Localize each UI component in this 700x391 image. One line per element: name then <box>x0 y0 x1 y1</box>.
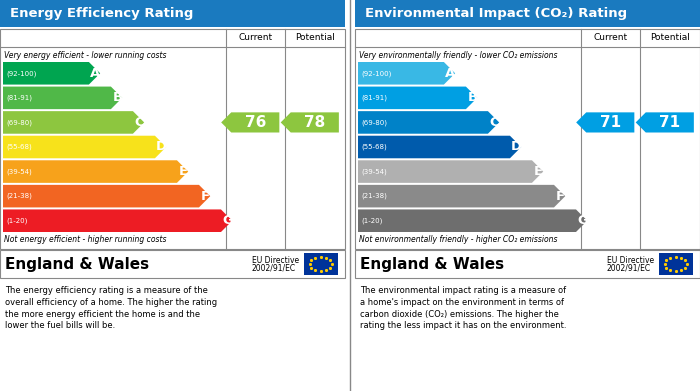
Polygon shape <box>358 62 455 84</box>
Text: Potential: Potential <box>295 34 335 43</box>
Polygon shape <box>358 210 587 232</box>
Text: (81-91): (81-91) <box>6 95 32 101</box>
Polygon shape <box>3 86 122 109</box>
Text: G: G <box>222 214 233 227</box>
Text: A: A <box>90 67 101 80</box>
Text: B: B <box>468 91 477 104</box>
Text: Energy Efficiency Rating: Energy Efficiency Rating <box>10 7 194 20</box>
Text: 2002/91/EC: 2002/91/EC <box>252 264 296 273</box>
Text: 71: 71 <box>600 115 621 130</box>
Text: The environmental impact rating is a measure of
a home's impact on the environme: The environmental impact rating is a mea… <box>360 286 566 330</box>
Text: E: E <box>179 165 188 178</box>
Polygon shape <box>3 111 144 134</box>
Text: G: G <box>578 214 588 227</box>
Text: (92-100): (92-100) <box>361 70 391 77</box>
Polygon shape <box>3 185 210 208</box>
Polygon shape <box>3 160 188 183</box>
Polygon shape <box>358 185 565 208</box>
Bar <box>304 253 338 275</box>
Text: E: E <box>534 165 543 178</box>
Text: A: A <box>445 67 456 80</box>
Text: (81-91): (81-91) <box>361 95 387 101</box>
Text: England & Wales: England & Wales <box>360 256 504 271</box>
Polygon shape <box>3 210 232 232</box>
Bar <box>355 29 700 249</box>
Text: (92-100): (92-100) <box>6 70 36 77</box>
Text: Very environmentally friendly - lower CO₂ emissions: Very environmentally friendly - lower CO… <box>359 51 557 60</box>
Text: EU Directive: EU Directive <box>607 256 654 265</box>
Text: 76: 76 <box>244 115 266 130</box>
Bar <box>0 0 345 27</box>
Polygon shape <box>636 112 694 133</box>
Text: (69-80): (69-80) <box>361 119 387 126</box>
Text: 78: 78 <box>304 115 326 130</box>
Bar <box>355 250 700 278</box>
Bar <box>355 0 700 27</box>
Polygon shape <box>358 111 499 134</box>
Polygon shape <box>358 160 543 183</box>
Text: F: F <box>556 190 565 203</box>
Bar <box>0 29 345 249</box>
Text: Very energy efficient - lower running costs: Very energy efficient - lower running co… <box>4 51 167 60</box>
Text: Not environmentally friendly - higher CO₂ emissions: Not environmentally friendly - higher CO… <box>359 235 557 244</box>
Polygon shape <box>358 136 522 158</box>
Text: (55-68): (55-68) <box>361 144 386 150</box>
Text: England & Wales: England & Wales <box>5 256 149 271</box>
Text: Current: Current <box>238 34 272 43</box>
Polygon shape <box>576 112 634 133</box>
Text: F: F <box>201 190 210 203</box>
Text: C: C <box>134 116 144 129</box>
Polygon shape <box>221 112 279 133</box>
Text: D: D <box>156 140 167 154</box>
Polygon shape <box>358 86 477 109</box>
Text: (55-68): (55-68) <box>6 144 32 150</box>
Text: EU Directive: EU Directive <box>252 256 299 265</box>
Text: Potential: Potential <box>650 34 690 43</box>
Text: (39-54): (39-54) <box>6 168 32 175</box>
Text: D: D <box>511 140 522 154</box>
Text: (21-38): (21-38) <box>361 193 387 199</box>
Text: C: C <box>490 116 499 129</box>
Text: (69-80): (69-80) <box>6 119 32 126</box>
Text: Not energy efficient - higher running costs: Not energy efficient - higher running co… <box>4 235 167 244</box>
Bar <box>659 253 693 275</box>
Bar <box>0 250 345 278</box>
Polygon shape <box>3 136 166 158</box>
Text: Current: Current <box>593 34 627 43</box>
Polygon shape <box>281 112 339 133</box>
Text: 2002/91/EC: 2002/91/EC <box>607 264 651 273</box>
Text: B: B <box>113 91 122 104</box>
Polygon shape <box>3 62 100 84</box>
Text: (1-20): (1-20) <box>361 217 382 224</box>
Text: The energy efficiency rating is a measure of the
overall efficiency of a home. T: The energy efficiency rating is a measur… <box>5 286 217 330</box>
Text: 71: 71 <box>659 115 680 130</box>
Text: (21-38): (21-38) <box>6 193 32 199</box>
Text: (1-20): (1-20) <box>6 217 27 224</box>
Text: (39-54): (39-54) <box>361 168 386 175</box>
Text: Environmental Impact (CO₂) Rating: Environmental Impact (CO₂) Rating <box>365 7 627 20</box>
